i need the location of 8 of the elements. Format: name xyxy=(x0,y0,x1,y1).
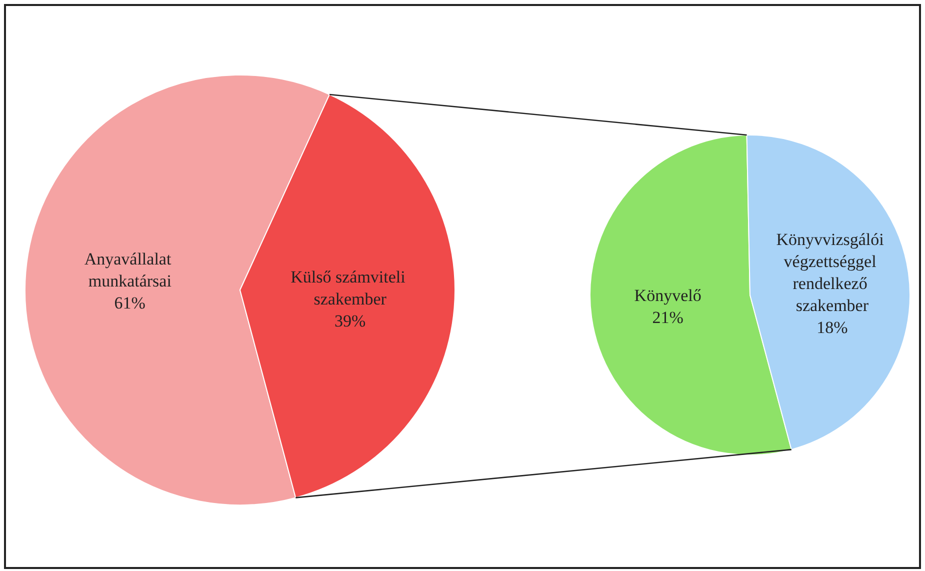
data-label: 61% xyxy=(114,293,146,312)
slice-label: Külső számviteli szakember xyxy=(290,268,410,309)
data-label: 18% xyxy=(816,318,848,337)
slice-label: Könyvvizsgálói végzettséggel rendelkező szakember xyxy=(776,230,888,315)
data-label: 21% xyxy=(652,308,684,328)
slice-label: Könyvelő xyxy=(634,286,702,306)
data-label: 39% xyxy=(334,312,366,331)
slice-label: Anyavállalat munkatársai xyxy=(84,249,176,290)
